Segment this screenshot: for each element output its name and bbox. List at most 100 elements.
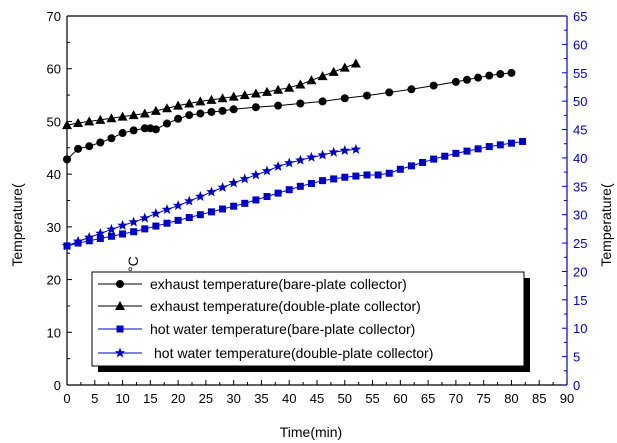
x-axis-ticks: 0 5 10 15 20 25 30 35 40 45 50 55 60 65 70 75 80 85 90 [63, 380, 574, 406]
data-point [317, 71, 328, 81]
y-right-tick-label: 65 [573, 9, 587, 24]
data-point [463, 147, 471, 155]
legend-label: hot water temperature(bare-plate collect… [150, 321, 415, 337]
y-left-tick-label: 30 [47, 220, 61, 235]
data-point [150, 208, 162, 219]
data-point [162, 103, 172, 113]
y-left-tick-label: 70 [47, 9, 61, 24]
data-point [339, 145, 351, 155]
legend-label: exhaust temperature(double-plate collect… [150, 298, 421, 314]
data-point [107, 232, 115, 240]
data-point [241, 199, 249, 207]
data-point [207, 107, 216, 116]
y-left-tick-label: 50 [47, 114, 61, 129]
data-point [185, 214, 193, 222]
degree-unit-label: °C [125, 256, 141, 272]
x-tick-label: 80 [504, 391, 518, 406]
data-point [63, 155, 71, 164]
data-point [217, 181, 228, 192]
data-point [239, 90, 250, 100]
y-left-axis-ticks: 0 10 20 30 40 50 60 70 [47, 9, 72, 393]
data-point [507, 139, 515, 147]
legend-item: exhaust temperature(bare-plate collector… [98, 276, 407, 292]
data-point [296, 182, 304, 190]
y-left-axis-title: Temperature( [9, 183, 25, 267]
data-point [274, 101, 283, 110]
data-point [95, 114, 106, 124]
x-tick-label: 45 [310, 391, 324, 406]
legend-marker [116, 325, 124, 333]
data-point [239, 173, 251, 184]
x-tick-label: 5 [91, 391, 98, 406]
data-point [117, 111, 128, 121]
data-point [350, 143, 362, 154]
data-point [330, 175, 338, 183]
legend-label: hot water temperature(double-plate colle… [154, 345, 433, 361]
data-point [151, 125, 160, 134]
data-point [407, 162, 415, 170]
y-right-tick-label: 15 [573, 293, 587, 308]
data-point [141, 225, 149, 233]
data-point [161, 204, 173, 215]
legend-label: exhaust temperature(bare-plate collector… [150, 276, 407, 292]
data-point [174, 216, 182, 224]
legend-marker [114, 347, 126, 358]
data-point [84, 116, 95, 126]
y-right-tick-label: 25 [573, 236, 587, 251]
y-right-axis-title: Temperature( [598, 183, 614, 267]
data-point [107, 134, 116, 143]
data-point [496, 69, 505, 78]
x-tick-label: 50 [338, 391, 352, 406]
data-point [207, 208, 215, 216]
data-point [217, 93, 228, 103]
data-point [363, 171, 371, 179]
data-point [485, 71, 494, 80]
data-point [139, 212, 151, 223]
data-point [229, 105, 238, 114]
data-point [61, 240, 73, 251]
data-point [374, 171, 382, 179]
y-right-tick-label: 5 [573, 350, 580, 365]
data-point [152, 222, 160, 230]
data-point [350, 58, 361, 68]
data-point [251, 103, 260, 112]
data-point [272, 160, 284, 171]
data-point [163, 219, 171, 227]
data-point [172, 200, 184, 211]
data-point [295, 154, 306, 165]
y-right-tick-label: 45 [573, 123, 587, 138]
y-right-tick-label: 20 [573, 264, 587, 279]
data-point [195, 191, 206, 201]
data-point [206, 186, 217, 197]
x-tick-label: 15 [143, 391, 157, 406]
x-tick-label: 90 [560, 391, 574, 406]
series-4 [61, 143, 362, 251]
data-point [485, 143, 493, 151]
legend: exhaust temperature(bare-plate collector… [91, 271, 530, 372]
series-3 [63, 137, 527, 250]
data-point [85, 237, 93, 245]
data-point [430, 155, 438, 163]
data-point [174, 114, 183, 123]
data-point [95, 227, 106, 238]
data-point [385, 88, 394, 97]
data-point [352, 172, 360, 180]
data-point [196, 109, 205, 118]
legend-marker [115, 301, 125, 310]
legend-item: exhaust temperature(double-plate collect… [98, 298, 421, 314]
data-point [129, 126, 138, 135]
y-right-axis-ticks: 0 5 10 15 20 25 30 35 40 45 50 55 60 65 [562, 9, 587, 393]
data-point [474, 145, 482, 153]
data-point [228, 177, 239, 188]
data-point [218, 106, 227, 115]
data-point [230, 202, 238, 210]
data-point [150, 105, 161, 115]
data-point [195, 96, 206, 106]
data-point [307, 179, 315, 187]
data-point [318, 97, 327, 106]
series-layer [61, 58, 527, 251]
series-2 [62, 58, 361, 130]
data-point [183, 195, 195, 206]
data-point [396, 165, 404, 173]
data-point [185, 111, 194, 120]
